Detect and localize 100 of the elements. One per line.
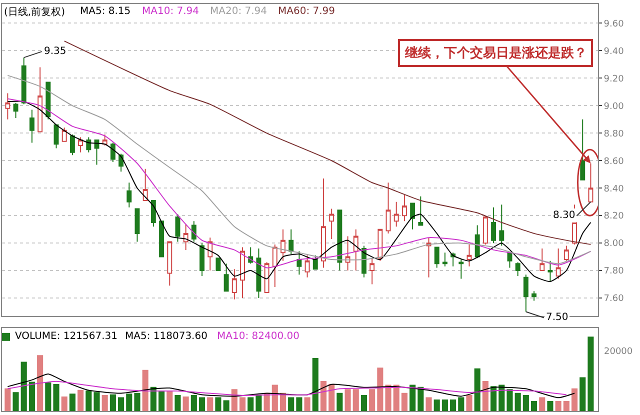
bar: [426, 397, 432, 411]
chart-title: (日线,前复权): [4, 6, 66, 18]
bar: [126, 394, 132, 411]
bar: [61, 396, 68, 411]
candlestick: [86, 136, 92, 153]
candlestick: [337, 210, 342, 272]
bar: [28, 382, 35, 411]
bar: [344, 389, 351, 411]
candlestick: [208, 237, 213, 272]
bar: [563, 400, 570, 411]
bar: [490, 386, 497, 411]
bar: [215, 397, 222, 411]
bar: [223, 400, 230, 411]
candlestick: [466, 244, 472, 267]
bar: [352, 389, 359, 411]
y-tick-label: 9.60: [604, 19, 624, 30]
candlestick: [29, 109, 34, 144]
bar: [320, 380, 327, 411]
candlestick: [540, 248, 545, 272]
candlestick: [402, 194, 407, 222]
candlestick: [329, 208, 334, 240]
candlestick: [191, 220, 196, 242]
y-tick-label: 8.40: [604, 184, 624, 194]
bar: [158, 390, 165, 411]
candlestick: [588, 162, 594, 202]
bar: [385, 384, 392, 411]
bar: [450, 399, 456, 411]
candlestick: [272, 244, 278, 288]
bar: [588, 336, 594, 411]
legend-label: VOLUME: 121567.31: [15, 331, 118, 342]
bar: [312, 358, 318, 411]
bar: [531, 400, 538, 411]
annotation: 9.35: [44, 46, 66, 57]
candlestick: [216, 258, 221, 272]
candlestick: [426, 237, 432, 278]
bar: [239, 397, 246, 411]
bar: [506, 389, 513, 411]
bar: [78, 390, 84, 411]
candlestick: [21, 57, 26, 105]
candlestick: [126, 182, 132, 208]
bar: [69, 394, 76, 411]
candlestick: [134, 208, 140, 242]
bar: [110, 394, 116, 411]
bar: [369, 389, 376, 411]
bar: [442, 399, 448, 411]
y-tick-label: 9.40: [604, 46, 624, 57]
candlestick: [378, 228, 383, 262]
candlestick: [442, 252, 448, 267]
bar: [102, 395, 108, 411]
bar: [336, 392, 343, 411]
candlestick: [434, 246, 440, 268]
candlestick: [548, 260, 553, 282]
y-tick-label: 8.20: [604, 212, 624, 222]
text: MA5: 118073.60: [125, 331, 208, 342]
bar: [410, 384, 416, 411]
candlestick: [491, 206, 496, 244]
candlestick: [13, 102, 18, 119]
text: MA10: 7.94: [142, 6, 200, 17]
candlestick: [394, 201, 399, 228]
candlestick: [312, 254, 318, 270]
y-tick-label: 7.80: [604, 266, 624, 277]
text: 20000: [604, 347, 633, 357]
bar: [555, 400, 562, 411]
candlestick: [345, 236, 350, 272]
candlestick: [224, 263, 229, 292]
bar: [514, 392, 521, 411]
line-series: [64, 40, 592, 245]
candlestick: [296, 250, 302, 276]
bar: [296, 397, 302, 411]
candlestick: [183, 223, 188, 250]
candlestick: [159, 220, 164, 258]
bar: [482, 380, 488, 411]
candlestick: [5, 92, 10, 120]
bar: [466, 395, 472, 411]
candlestick: [564, 245, 569, 262]
bar: [150, 386, 156, 411]
bar: [94, 392, 100, 411]
bar: [174, 395, 181, 411]
bar: [418, 386, 424, 411]
bar: [547, 400, 554, 411]
y-tick-label: 9.20: [604, 74, 624, 84]
y-tick-label: 7.60: [604, 294, 624, 304]
bar: [207, 397, 214, 411]
bar: [4, 388, 11, 411]
candlestick: [102, 134, 108, 146]
bar: [434, 399, 440, 411]
bar: [20, 362, 27, 411]
bar: [248, 397, 254, 411]
candlestick: [304, 254, 310, 278]
bar: [458, 397, 464, 411]
candlestick: [110, 142, 116, 162]
annotation: 8.30: [553, 210, 576, 221]
candlestick: [418, 196, 424, 226]
text: MA5: 8.15: [80, 6, 131, 17]
candlestick: [264, 262, 270, 294]
candlestick: [280, 228, 286, 262]
candlestick: [78, 136, 84, 153]
text: MA10: 82400.00: [217, 331, 300, 342]
bar: [231, 389, 238, 411]
bar: [304, 397, 310, 411]
